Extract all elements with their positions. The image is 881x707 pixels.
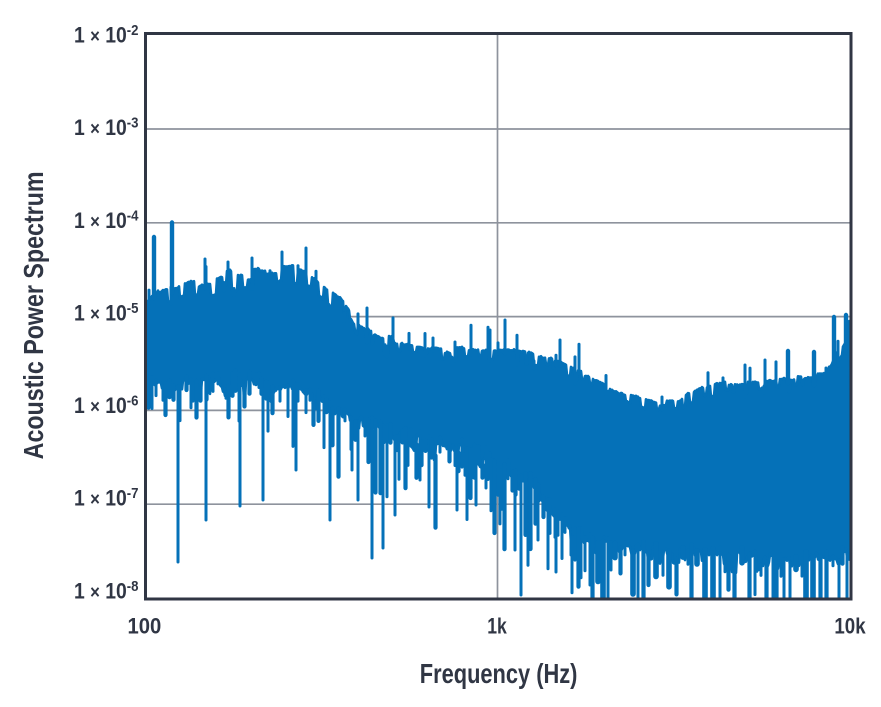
svg-text:Acoustic Power Spectrum: Acoustic Power Spectrum xyxy=(19,171,49,459)
svg-text:1 × 10-5: 1 × 10-5 xyxy=(74,299,139,326)
svg-text:100: 100 xyxy=(128,615,162,639)
svg-text:Frequency (Hz): Frequency (Hz) xyxy=(420,658,578,689)
svg-text:1 × 10-4: 1 × 10-4 xyxy=(74,206,139,233)
svg-text:10k: 10k xyxy=(834,615,866,639)
svg-text:1 × 10-3: 1 × 10-3 xyxy=(74,114,139,141)
svg-text:1k: 1k xyxy=(487,615,507,639)
